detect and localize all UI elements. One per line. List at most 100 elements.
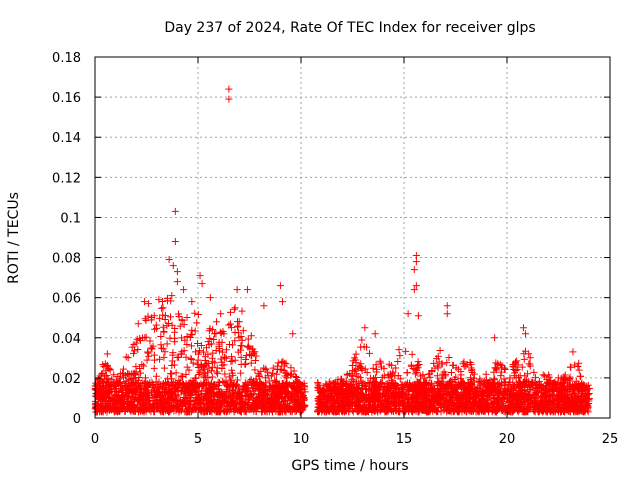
data-point <box>561 396 569 404</box>
data-point <box>526 354 534 362</box>
data-point <box>128 388 136 396</box>
data-point <box>256 396 264 404</box>
data-point <box>576 372 584 380</box>
data-point <box>195 382 203 390</box>
data-point <box>509 389 517 397</box>
data-point <box>530 368 538 376</box>
data-point <box>213 318 221 326</box>
data-point <box>229 398 237 406</box>
data-point <box>566 408 574 416</box>
data-point <box>222 346 230 354</box>
data-point <box>318 406 326 414</box>
data-point <box>431 364 439 372</box>
data-point <box>375 383 383 391</box>
data-point <box>470 387 478 395</box>
data-point <box>134 320 142 328</box>
data-point <box>227 358 235 366</box>
data-point <box>430 359 438 367</box>
data-point <box>126 403 134 411</box>
data-point <box>387 361 395 369</box>
data-point <box>186 334 194 342</box>
data-point <box>505 407 513 415</box>
data-point <box>351 354 359 362</box>
data-point <box>120 373 128 381</box>
data-point <box>392 402 400 410</box>
data-point <box>505 381 513 389</box>
y-tick-label: 0 <box>73 412 81 427</box>
data-point <box>504 395 512 403</box>
data-point <box>164 399 172 407</box>
data-point <box>264 372 272 380</box>
data-point <box>330 399 338 407</box>
data-point <box>452 389 460 397</box>
data-point <box>446 388 454 396</box>
data-point <box>179 384 187 392</box>
data-point <box>124 393 132 401</box>
data-point <box>345 408 353 416</box>
data-point <box>166 313 174 321</box>
data-point <box>492 365 500 373</box>
data-point <box>161 348 169 356</box>
data-point <box>413 395 421 403</box>
data-point <box>356 374 364 382</box>
data-point <box>443 389 451 397</box>
data-point <box>421 399 429 407</box>
data-point <box>414 387 422 395</box>
data-point <box>410 286 418 294</box>
data-point <box>442 385 450 393</box>
data-point <box>173 268 181 276</box>
data-point <box>106 382 114 390</box>
data-point <box>396 375 404 383</box>
data-point <box>514 381 522 389</box>
data-point <box>252 352 260 360</box>
data-point <box>128 399 136 407</box>
data-point <box>153 387 161 395</box>
data-point <box>358 364 366 372</box>
data-point <box>93 401 101 409</box>
data-point <box>521 408 529 416</box>
data-point <box>467 385 475 393</box>
data-point <box>235 407 243 415</box>
data-point <box>584 403 592 411</box>
data-point <box>344 399 352 407</box>
data-point <box>414 361 422 369</box>
data-point <box>345 400 353 408</box>
data-point <box>110 371 118 379</box>
data-point <box>332 388 340 396</box>
data-point <box>406 383 414 391</box>
data-point <box>565 396 573 404</box>
data-point <box>229 382 237 390</box>
data-point <box>152 321 160 329</box>
data-point <box>203 392 211 400</box>
data-point <box>459 360 467 368</box>
data-point <box>519 324 527 332</box>
data-point <box>483 406 491 414</box>
data-point <box>171 238 179 246</box>
data-point <box>389 408 397 416</box>
data-point <box>508 384 516 392</box>
chart-title: Day 237 of 2024, Rate Of TEC Index for r… <box>164 20 535 36</box>
data-point <box>247 332 255 340</box>
data-point <box>155 296 163 304</box>
data-point <box>173 278 181 286</box>
data-point <box>384 392 392 400</box>
data-point <box>417 372 425 380</box>
data-point <box>206 398 214 406</box>
data-point <box>268 393 276 401</box>
data-point <box>399 390 407 398</box>
data-point <box>168 357 176 365</box>
data-point <box>278 298 286 306</box>
data-point <box>228 357 236 365</box>
data-point <box>398 383 406 391</box>
data-point <box>475 408 483 416</box>
data-point <box>202 385 210 393</box>
data-point <box>543 382 551 390</box>
data-point <box>538 394 546 402</box>
data-point <box>169 349 177 357</box>
data-point <box>445 354 453 362</box>
data-point <box>206 381 214 389</box>
data-point <box>136 335 144 343</box>
data-point <box>261 403 269 411</box>
data-point <box>199 396 207 404</box>
data-point <box>103 403 111 411</box>
